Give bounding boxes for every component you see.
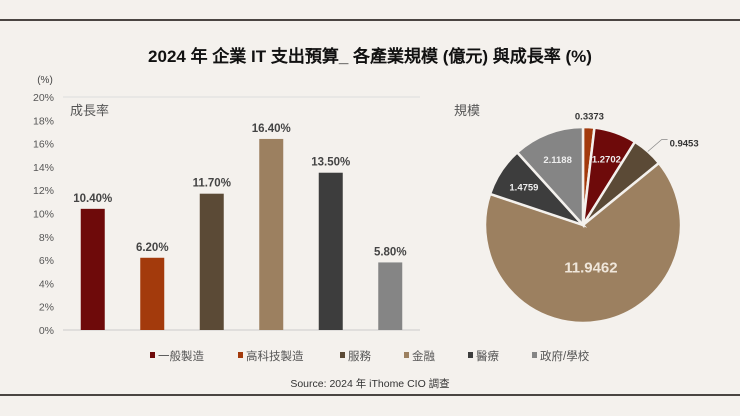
top-rule (0, 19, 740, 21)
y-tick-label: 8% (39, 232, 54, 244)
chart-title: 2024 年 企業 IT 支出預算_ 各產業規模 (億元) 與成長率 (%) (148, 46, 592, 66)
bar-5 (378, 262, 403, 330)
bar-data-label: 16.40% (252, 123, 291, 135)
legend-swatch (238, 352, 243, 358)
pie-subtitle: 規模 (454, 103, 480, 118)
bar-subtitle: 成長率 (70, 103, 109, 118)
y-tick-label: 4% (39, 278, 54, 290)
y-axis-unit: (%) (37, 75, 53, 86)
pie-data-label: 2.1188 (543, 155, 572, 166)
legend-label: 金融 (412, 349, 435, 363)
legend-swatch (340, 352, 345, 358)
pie-slice-3 (483, 161, 683, 325)
leader-line (647, 139, 668, 152)
legend-swatch (532, 352, 537, 358)
legend-swatch (404, 352, 409, 358)
pie-data-label: 11.9462 (564, 259, 617, 276)
y-tick-label: 16% (33, 139, 54, 151)
pie-data-label: 0.9453 (670, 139, 699, 150)
bottom-rule (0, 394, 740, 396)
legend-label: 服務 (348, 349, 371, 363)
pie-data-label: 0.3373 (575, 111, 604, 122)
bar-data-label: 11.70% (193, 178, 231, 190)
bar-data-label: 5.80% (374, 246, 407, 258)
bar-data-label: 13.50% (311, 157, 350, 169)
y-tick-label: 0% (39, 325, 54, 337)
pie-slice-5 (515, 125, 585, 229)
pie-data-label: 1.2702 (592, 154, 621, 165)
y-tick-label: 6% (39, 255, 54, 267)
legend-label: 醫療 (476, 349, 499, 363)
legend-label: 一般製造 (158, 349, 204, 363)
bar-4 (318, 172, 343, 330)
y-tick-label: 20% (33, 92, 54, 104)
bar-data-label: 6.20% (136, 242, 169, 254)
bar-0 (80, 208, 105, 330)
bar-data-label: 10.40% (73, 193, 112, 205)
legend-swatch (150, 352, 155, 358)
bar-3 (259, 138, 284, 330)
y-tick-label: 14% (33, 162, 54, 174)
legend-swatch (468, 352, 473, 358)
legend-label: 高科技製造 (246, 349, 304, 363)
source-note: Source: 2024 年 iThome CIO 調查 (290, 377, 450, 390)
y-tick-label: 18% (33, 115, 54, 127)
y-tick-label: 12% (33, 185, 54, 197)
bar-1 (140, 257, 165, 330)
legend-label: 政府/學校 (540, 349, 590, 363)
bar-2 (199, 193, 224, 330)
y-tick-label: 2% (39, 302, 54, 314)
pie-data-label: 1.4759 (509, 182, 538, 193)
y-tick-label: 10% (33, 209, 54, 221)
